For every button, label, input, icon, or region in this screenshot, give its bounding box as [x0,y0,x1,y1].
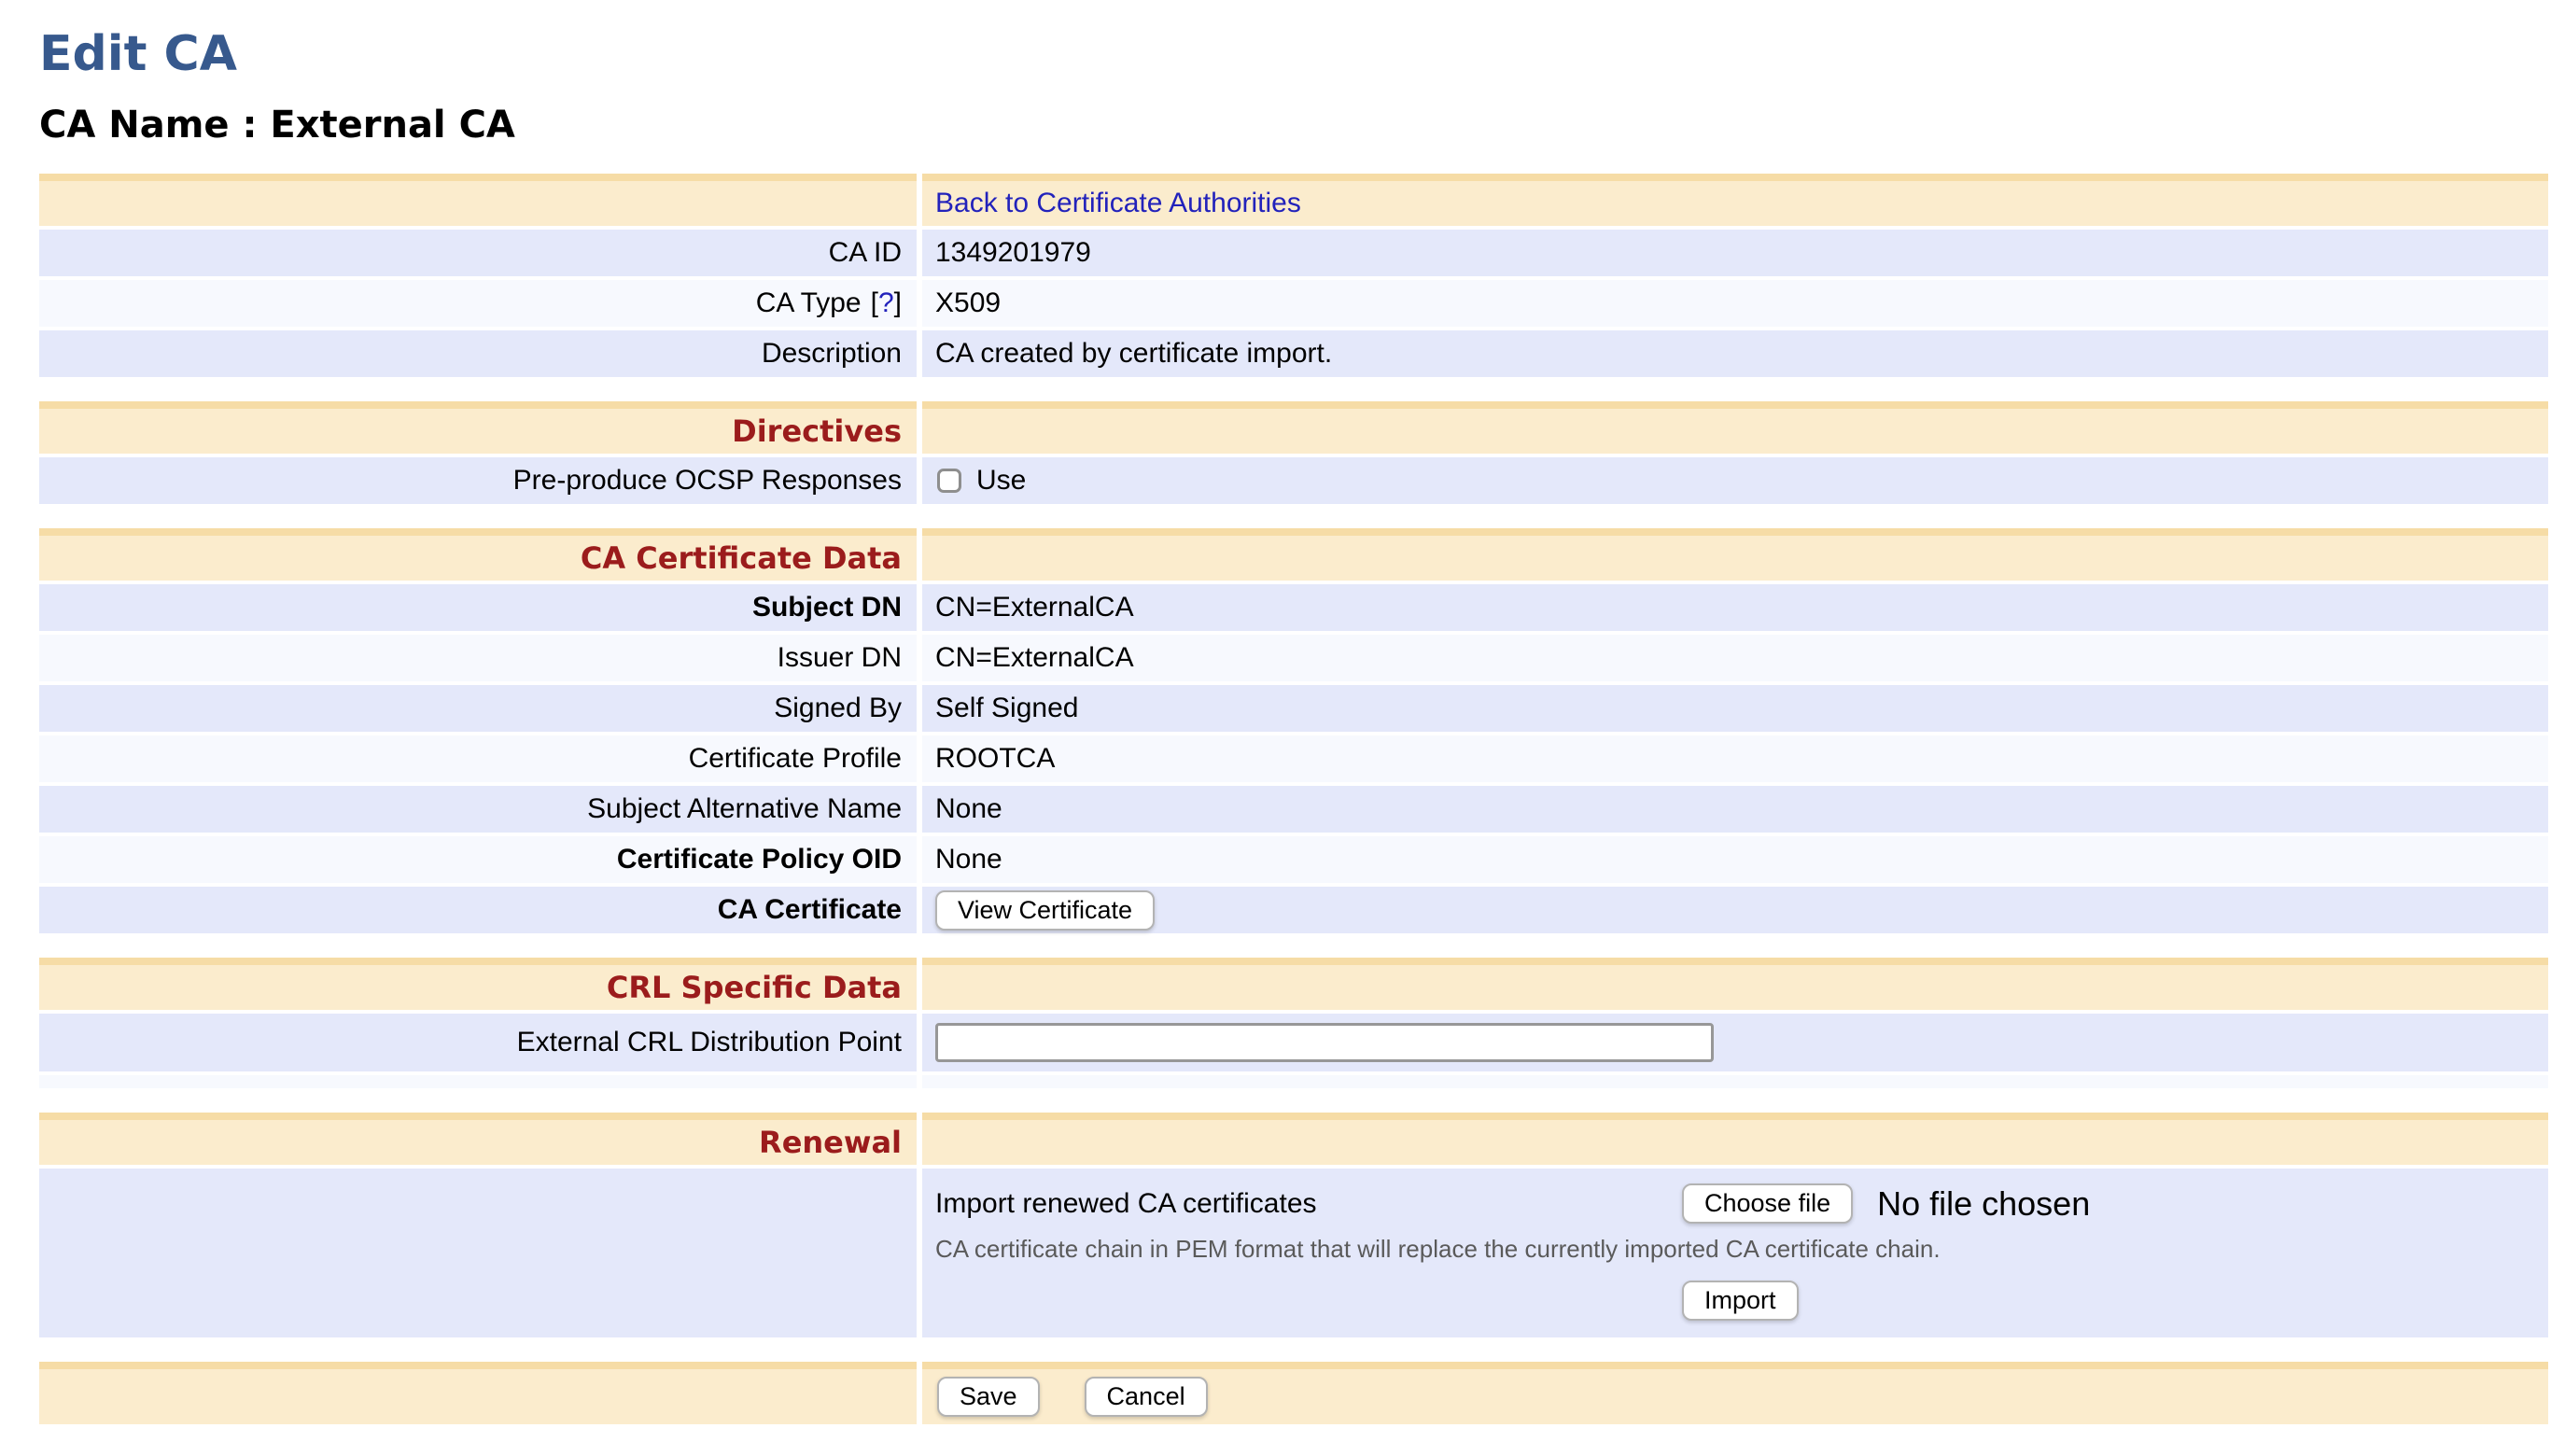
description-label: Description [39,330,917,377]
renewal-header-right [922,1113,2548,1165]
save-button[interactable]: Save [937,1377,1040,1417]
preproduce-ocsp-checkbox[interactable] [937,469,961,493]
footer-buttons-cell: Save Cancel [922,1362,2548,1424]
ca-type-label-text: CA Type [755,287,862,318]
page-title: Edit CA [39,26,237,82]
ca-certificate-label: CA Certificate [39,887,917,933]
issuer-dn-label: Issuer DN [39,635,917,681]
ca-certificate-data-section-title: CA Certificate Data [39,528,917,581]
signed-by-label: Signed By [39,685,917,732]
ca-id-value: 1349201979 [922,230,2548,276]
no-file-chosen-text: No file chosen [1877,1183,2091,1223]
ca-type-label: CA Type [?] [39,280,917,327]
help-bracket-open: [ [870,287,878,318]
signed-by-value: Self Signed [922,685,2548,732]
preproduce-ocsp-checkbox-label: Use [976,465,1027,496]
view-certificate-button[interactable]: View Certificate [935,889,1156,931]
external-crl-distribution-point-input[interactable] [935,1023,1714,1062]
crl-header-right [922,958,2548,1010]
general-header-right: Back to Certificate Authorities [922,174,2548,226]
crl-specific-data-table: CRL Specific Data External CRL Distribut… [39,958,2548,1088]
directives-header-right [922,401,2548,454]
import-renewed-ca-certificates-label: Import renewed CA certificates [935,1187,1317,1219]
renewal-empty-left-cell [39,1169,917,1337]
ca-certificate-cell: View Certificate [922,887,2548,933]
preproduce-ocsp-cell: Use [922,457,2548,504]
renewal-help-text: CA certificate chain in PEM format that … [935,1235,1941,1263]
subject-alternative-name-label: Subject Alternative Name [39,786,917,833]
empty-spacer-cell [922,1075,2548,1088]
directives-section-title: Directives [39,401,917,454]
directives-table: Directives Pre-produce OCSP Responses Us… [39,401,2548,504]
crl-section-title: CRL Specific Data [39,958,917,1010]
certificate-policy-oid-value: None [922,836,2548,883]
renewal-content-cell: Import renewed CA certificates Choose fi… [922,1169,2548,1337]
issuer-dn-value: CN=ExternalCA [922,635,2548,681]
external-crl-distribution-point-label: External CRL Distribution Point [39,1014,917,1071]
ca-id-label: CA ID [39,230,917,276]
ca-certificate-data-table: CA Certificate Data Subject DN CN=Extern… [39,528,2548,933]
back-to-certificate-authorities-link[interactable]: Back to Certificate Authorities [935,188,1301,218]
certificate-profile-value: ROOTCA [922,735,2548,782]
external-crl-distribution-point-cell [922,1014,2548,1071]
renewal-table: Renewal Import renewed CA certificates C… [39,1113,2548,1337]
general-header-left [39,174,917,226]
ca-name-heading: CA Name : External CA [39,104,515,147]
certificate-policy-oid-label: Certificate Policy OID [39,836,917,883]
general-table: Back to Certificate Authorities CA ID 13… [39,174,2548,377]
empty-spacer-cell [39,1075,917,1088]
preproduce-ocsp-label: Pre-produce OCSP Responses [39,457,917,504]
subject-dn-label: Subject DN [39,584,917,631]
footer-left-cell [39,1362,917,1424]
subject-dn-value: CN=ExternalCA [922,584,2548,631]
renewal-section-title: Renewal [39,1113,917,1165]
ca-type-help-link[interactable]: ? [877,287,894,318]
help-bracket-close: ] [893,287,902,318]
ca-type-value: X509 [922,280,2548,327]
subject-alternative-name-value: None [922,786,2548,833]
choose-file-button[interactable]: Choose file [1682,1183,1854,1224]
footer-table: Save Cancel [39,1362,2548,1424]
cancel-button[interactable]: Cancel [1084,1377,1208,1417]
certificate-profile-label: Certificate Profile [39,735,917,782]
description-value: CA created by certificate import. [922,330,2548,377]
import-button[interactable]: Import [1682,1281,1799,1321]
edit-ca-page: Edit CA CA Name : External CA Back to Ce… [0,26,2565,1456]
ca-certificate-data-header-right [922,528,2548,581]
